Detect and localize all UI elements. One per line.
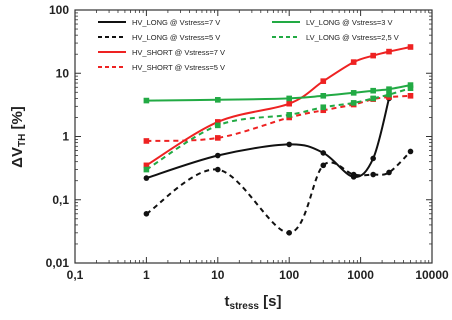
legend-item: HV_SHORT @ Vstress=7 V (98, 48, 225, 57)
data-point (407, 93, 414, 99)
data-point (215, 152, 221, 159)
data-point (286, 95, 292, 102)
x-tick-label: 10000 (415, 268, 449, 282)
data-point (143, 138, 150, 144)
legend-label: HV_LONG @ Vstress=5 V (132, 33, 220, 42)
data-point (286, 230, 293, 236)
data-point (143, 166, 150, 173)
data-point (370, 155, 376, 162)
series-4 (143, 82, 414, 104)
x-axis-label: tstress [s] (225, 293, 282, 312)
data-point (215, 135, 221, 141)
y-tick-label: 10 (56, 66, 70, 80)
x-tick-label: 0,1 (67, 268, 84, 282)
legend-label: LV_LONG @ Vstress=3 V (306, 18, 392, 27)
data-point (407, 44, 414, 50)
y-tick-label: 100 (49, 3, 69, 17)
series-2 (143, 44, 414, 169)
data-point (143, 162, 150, 169)
data-point (370, 95, 376, 102)
y-axis-label-unit: [%] (9, 106, 26, 134)
series-line (146, 94, 411, 142)
data-point (370, 87, 376, 94)
legend-item: HV_LONG @ Vstress=7 V (98, 18, 220, 27)
legend-item: HV_SHORT @ Vstress=5 V (98, 63, 225, 72)
x-axis-label-sub: stress (230, 301, 260, 312)
data-point (320, 107, 327, 114)
legend-label: HV_LONG @ Vstress=7 V (132, 18, 220, 27)
legend: HV_LONG @ Vstress=7 V HV_LONG @ Vstress=5… (98, 18, 399, 72)
data-point (143, 97, 150, 104)
data-point (143, 175, 150, 181)
plot-frame (74, 9, 433, 264)
data-point (286, 112, 292, 118)
data-point (320, 104, 327, 111)
data-point (286, 100, 292, 107)
x-tick-label: 1 (143, 268, 150, 282)
y-axis-label: ΔVTH [%] (9, 106, 28, 168)
y-tick-label: 1 (62, 130, 69, 144)
data-point (350, 100, 357, 106)
data-point (350, 171, 357, 178)
data-point (350, 59, 357, 65)
data-point (320, 78, 327, 84)
data-point (370, 52, 376, 59)
data-point (386, 91, 392, 98)
x-tick-label: 1000 (347, 268, 374, 282)
data-point (215, 119, 221, 125)
legend-item: HV_LONG @ Vstress=5 V (98, 33, 220, 42)
legend-label: HV_SHORT @ Vstress=7 V (132, 48, 225, 57)
data-point (370, 171, 376, 178)
x-axis-label-unit: [s] (259, 293, 282, 310)
data-point (386, 86, 392, 92)
data-point (386, 169, 392, 176)
data-point (320, 93, 327, 99)
legend-label: HV_SHORT @ Vstress=5 V (132, 63, 225, 72)
series-line (146, 98, 390, 180)
data-point (407, 82, 414, 88)
data-point (407, 148, 414, 155)
data-point (143, 210, 150, 217)
data-point (350, 90, 357, 96)
y-axis-label-main: ΔV (9, 147, 26, 168)
legend-item: LV_LONG @ Vstress=3 V (272, 18, 392, 27)
data-point (407, 85, 414, 92)
legend-label: LV_LONG @ Vstress=2,5 V (306, 33, 399, 42)
y-axis-label-sub: TH (17, 134, 28, 147)
series-1 (143, 148, 414, 236)
y-tick-label: 0,1 (52, 193, 69, 207)
x-axis-label-main: t (225, 293, 230, 310)
data-point (215, 122, 221, 129)
legend-item: LV_LONG @ Vstress=2,5 V (272, 33, 399, 42)
data-point (320, 162, 327, 169)
y-tick-label: 0,01 (46, 256, 70, 270)
x-tick-label: 100 (279, 268, 299, 282)
data-point (386, 48, 392, 55)
data-point (215, 97, 221, 103)
series-5 (143, 85, 414, 173)
series-layer (143, 44, 414, 236)
x-tick-label: 10 (211, 268, 225, 282)
data-point (215, 166, 221, 173)
data-point (286, 141, 293, 148)
data-point (320, 150, 327, 156)
